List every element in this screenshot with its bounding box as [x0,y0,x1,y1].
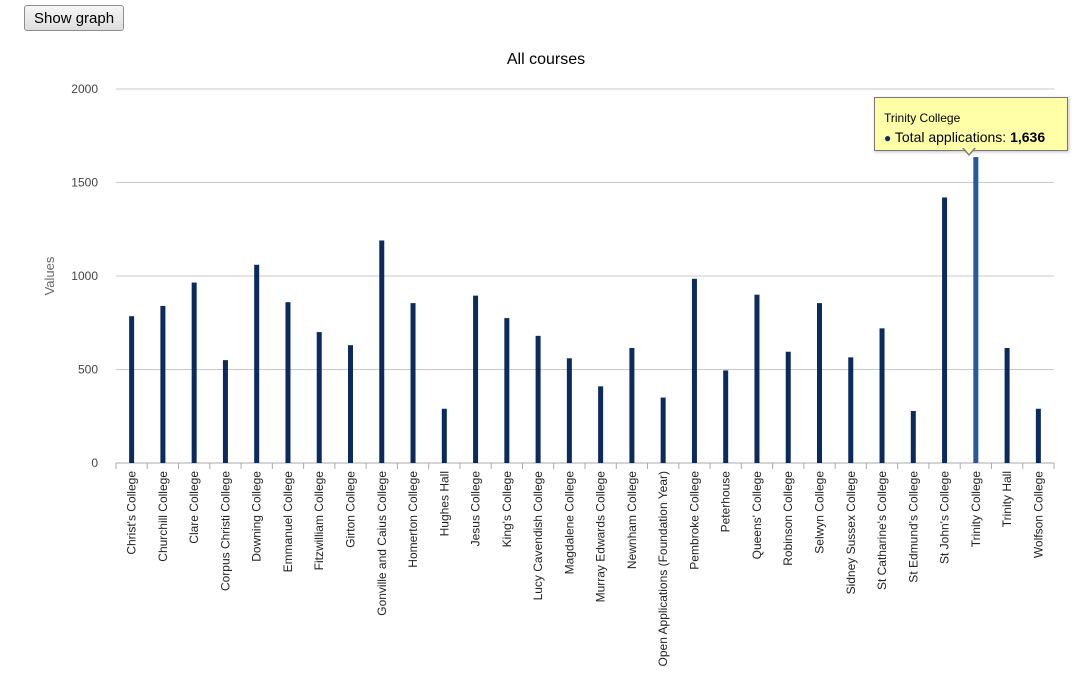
bar[interactable] [1035,408,1041,463]
x-tick-label: Magdalene College [562,471,576,575]
bar[interactable] [566,358,572,463]
x-tick-label: Gonville and Caius College [375,471,389,616]
y-tick-label: 1500 [71,176,98,190]
toolbar: Show graph [24,5,125,31]
bar[interactable] [129,316,135,463]
chart-title: All courses [507,51,585,68]
bar[interactable] [410,303,416,463]
bar[interactable] [504,318,510,463]
tooltip-series-label: Total applications: [894,129,1007,145]
x-tick-label: Downing College [250,471,264,562]
x-tick-label: King's College [500,471,514,548]
x-tick-label: Homerton College [406,471,420,568]
bar[interactable] [848,357,854,463]
bar[interactable] [973,157,979,463]
x-tick-label: Trinity Hall [1000,471,1014,527]
x-axis-ticks: Christ's College Churchill College Clare C… [115,463,1055,666]
x-tick-label: St John's College [938,471,952,564]
y-axis-title: Values [42,256,57,295]
bars [129,157,1041,463]
x-tick-label: Sidney Sussex College [844,471,858,595]
x-tick-label: Robinson College [781,471,795,566]
bar[interactable] [379,240,385,463]
x-tick-label: Wolfson College [1031,471,1045,558]
tooltip-title: Trinity College [884,111,961,125]
tooltip-bullet-icon: ● [884,131,892,145]
x-tick-label: Peterhouse [719,471,733,533]
bar[interactable] [879,328,885,463]
x-tick-label: Queens' College [750,471,764,560]
bar[interactable] [441,408,447,463]
x-tick-label: Christ's College [125,471,139,555]
x-tick-label: Churchill College [156,471,170,562]
bar[interactable] [723,370,729,463]
y-tick-label: 1000 [71,269,98,283]
x-tick-label: Open Applications (Foundation Year) [656,471,670,666]
bar[interactable] [817,303,822,463]
x-tick-label: Trinity College [969,471,983,548]
bar[interactable] [1004,347,1010,463]
bar[interactable] [785,351,791,463]
bar[interactable] [598,386,604,463]
bar[interactable] [191,282,197,463]
show-graph-button[interactable]: Show graph [24,5,125,31]
x-tick-label: Newnham College [625,471,639,569]
bar[interactable] [473,295,479,463]
bar[interactable] [316,332,322,463]
x-tick-label: Murray Edwards College [594,471,608,603]
bar[interactable] [254,264,260,463]
tooltip-value: 1,636 [1010,129,1046,145]
tooltip-row: ● Total applications: 1,636 [884,129,1045,145]
x-tick-label: Hughes Hall [437,471,451,536]
bar[interactable] [285,302,291,463]
x-tick-label: Lucy Cavendish College [531,471,545,601]
bar[interactable] [942,197,948,463]
x-tick-label: St Catharine's College [875,471,889,590]
y-tick-label: 500 [78,363,98,377]
tooltip: Trinity College ● Total applications: 1,… [874,97,1068,151]
bar[interactable] [535,335,541,463]
bar[interactable] [910,411,916,463]
x-tick-label: Girton College [344,471,358,548]
bar[interactable] [660,397,666,463]
bar[interactable] [222,360,228,463]
tooltip-pointer-fill [963,147,975,154]
y-axis-ticks: 0 500 1000 1500 2000 [71,82,98,470]
x-tick-label: St Edmund's College [906,471,920,583]
y-tick-label: 2000 [71,82,98,96]
x-tick-label: Emmanuel College [281,471,295,573]
x-tick-label: Fitzwilliam College [312,471,326,571]
x-tick-label: Jesus College [469,471,483,547]
x-tick-label: Pembroke College [687,471,701,570]
x-tick-label: Clare College [187,471,201,544]
bar[interactable] [691,278,697,463]
y-tick-label: 0 [91,456,98,470]
x-tick-label: Corpus Christi College [218,471,232,591]
bar[interactable] [348,345,353,463]
bar[interactable] [160,305,166,463]
bar[interactable] [754,294,760,463]
x-tick-label: Selwyn College [813,471,827,554]
bar[interactable] [629,347,635,463]
